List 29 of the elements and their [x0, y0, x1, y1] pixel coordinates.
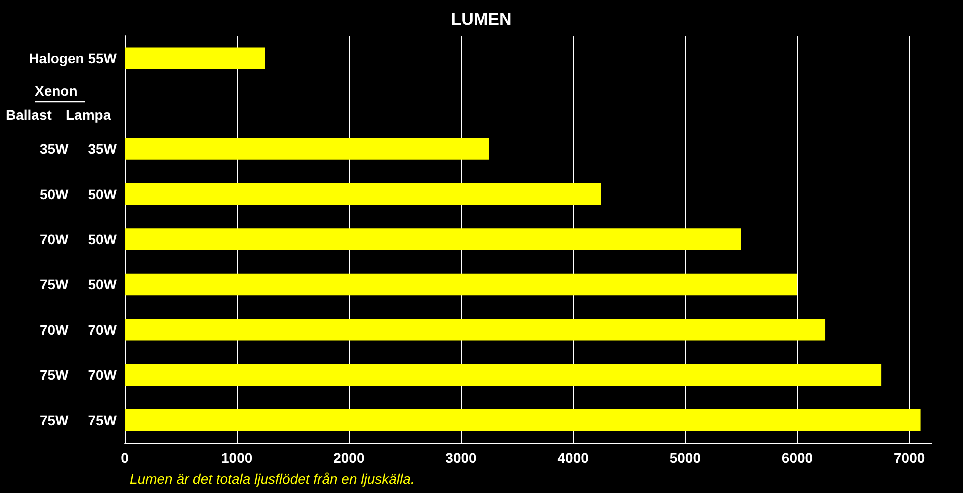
y-tick-label: 35W 35W — [40, 141, 118, 158]
y-tick-label: 75W 75W — [40, 412, 118, 428]
y-tick-label: 50W 50W — [40, 186, 118, 202]
x-tick-label: 3000 — [446, 450, 478, 466]
y-tick-label: 70W 70W — [40, 322, 118, 338]
bar — [125, 183, 602, 206]
x-tick-label: 6000 — [782, 450, 814, 466]
x-tick-label: 5000 — [670, 450, 702, 466]
text: Xenon — [35, 82, 78, 99]
text: Lampa — [66, 106, 112, 123]
bar — [125, 274, 798, 296]
y-tick-label: 70W 50W — [40, 232, 118, 248]
x-tick-label: 1000 — [222, 450, 253, 466]
x-tick-label: 2000 — [334, 450, 365, 466]
bar — [125, 228, 742, 250]
x-tick-label: 0 — [121, 450, 130, 466]
text: Lumen är det totala ljusflödet från en ljuskälla. — [130, 471, 415, 487]
bar — [125, 48, 266, 70]
y-tick-label: Halogen 55W — [29, 50, 118, 67]
text: Ballast — [6, 106, 52, 123]
bar — [125, 319, 826, 341]
y-tick-label: 75W 70W — [40, 367, 118, 384]
bar — [125, 138, 490, 160]
x-tick-label: 7000 — [894, 450, 926, 466]
bar — [125, 410, 921, 432]
bar — [125, 364, 882, 386]
y-tick-label: 75W 50W — [40, 276, 118, 293]
chart-title: LUMEN — [451, 10, 512, 29]
x-tick-label: 4000 — [558, 450, 590, 466]
